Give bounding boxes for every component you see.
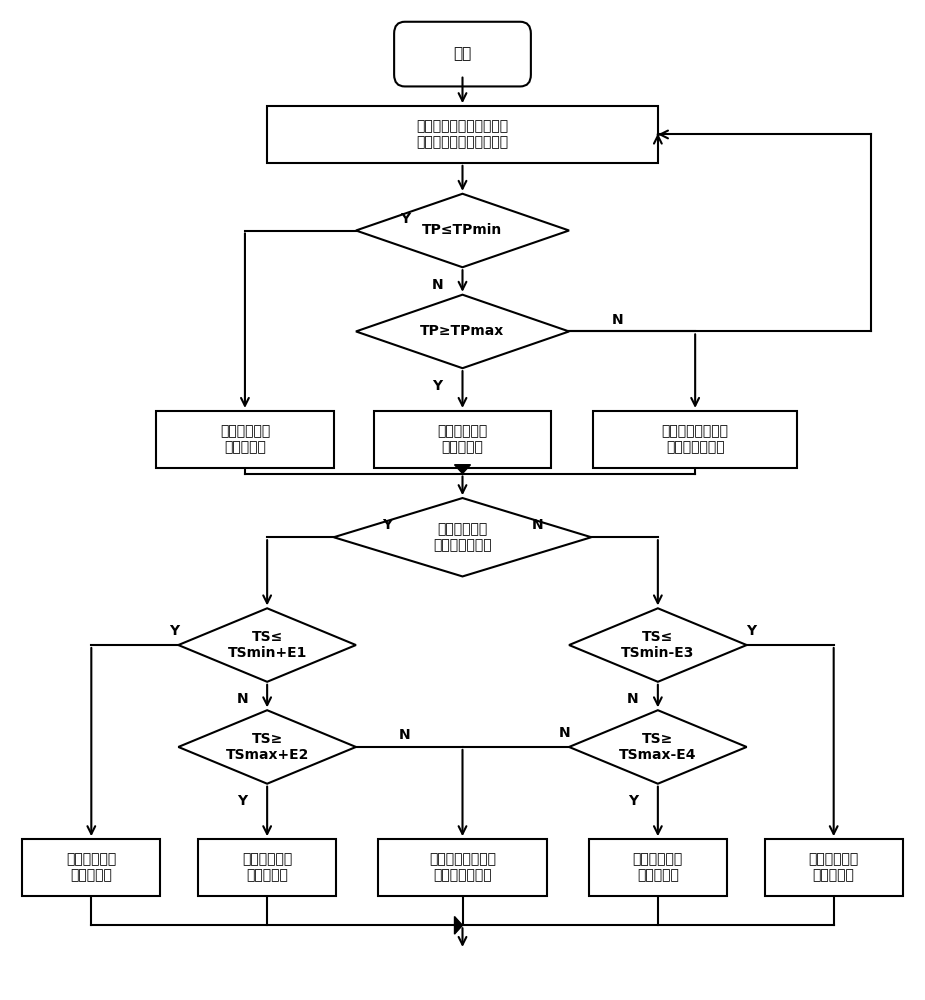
Text: TP≤TPmin: TP≤TPmin (423, 224, 502, 237)
Text: Y: Y (746, 624, 756, 638)
Text: 开始: 开始 (453, 47, 472, 62)
Text: 保持次级控制间室
压缩机开停状态: 保持次级控制间室 压缩机开停状态 (429, 852, 496, 883)
Text: N: N (532, 518, 544, 532)
Polygon shape (334, 498, 591, 576)
Text: TP≥TPmax: TP≥TPmax (420, 324, 505, 338)
Bar (156, 411, 334, 468)
Bar (378, 839, 547, 896)
Text: N: N (559, 726, 571, 740)
Text: N: N (237, 692, 248, 706)
Text: 次级控制间室
压缩机开机: 次级控制间室 压缩机开机 (242, 852, 292, 883)
Bar (589, 839, 727, 896)
Text: 保持优先控制间室
压缩机开停状态: 保持优先控制间室 压缩机开停状态 (661, 424, 729, 454)
Text: 优先控制间室
压缩机停机: 优先控制间室 压缩机停机 (220, 424, 270, 454)
Bar (22, 839, 160, 896)
Bar (593, 411, 797, 468)
Text: Y: Y (628, 794, 638, 808)
Text: N: N (627, 692, 639, 706)
Text: Y: Y (400, 212, 410, 226)
Polygon shape (569, 608, 746, 682)
Text: 优先控制间室
压缩机是否停机: 优先控制间室 压缩机是否停机 (433, 522, 492, 552)
Text: TS≤
TSmin-E3: TS≤ TSmin-E3 (622, 630, 695, 660)
Text: 优先控制间室
压缩机开机: 优先控制间室 压缩机开机 (438, 424, 487, 454)
Text: Y: Y (433, 379, 443, 393)
Bar (765, 839, 903, 896)
FancyBboxPatch shape (394, 22, 531, 86)
Text: N: N (612, 313, 623, 327)
Bar (267, 106, 658, 163)
Polygon shape (356, 194, 569, 267)
Text: 次级控制间室
压缩机开机: 次级控制间室 压缩机开机 (633, 852, 683, 883)
Text: 次级控制间室
压缩机停机: 次级控制间室 压缩机停机 (67, 852, 117, 883)
Text: N: N (399, 728, 411, 742)
Bar (198, 839, 336, 896)
Bar (374, 411, 551, 468)
Text: TS≥
TSmax-E4: TS≥ TSmax-E4 (619, 732, 697, 762)
Text: Y: Y (169, 624, 179, 638)
Polygon shape (454, 465, 471, 474)
Polygon shape (569, 710, 746, 784)
Text: TS≥
TSmax+E2: TS≥ TSmax+E2 (226, 732, 309, 762)
Text: Y: Y (382, 518, 392, 532)
Text: N: N (432, 278, 443, 292)
Text: TS≤
TSmin+E1: TS≤ TSmin+E1 (228, 630, 307, 660)
Polygon shape (179, 710, 356, 784)
Polygon shape (179, 608, 356, 682)
Text: 次级控制间室
压缩机停机: 次级控制间室 压缩机停机 (808, 852, 858, 883)
Text: 优先控制间室压缩机停机
次级控制间室压缩机停机: 优先控制间室压缩机停机 次级控制间室压缩机停机 (416, 119, 509, 150)
Polygon shape (356, 295, 569, 368)
Text: Y: Y (237, 794, 247, 808)
Polygon shape (454, 916, 462, 934)
